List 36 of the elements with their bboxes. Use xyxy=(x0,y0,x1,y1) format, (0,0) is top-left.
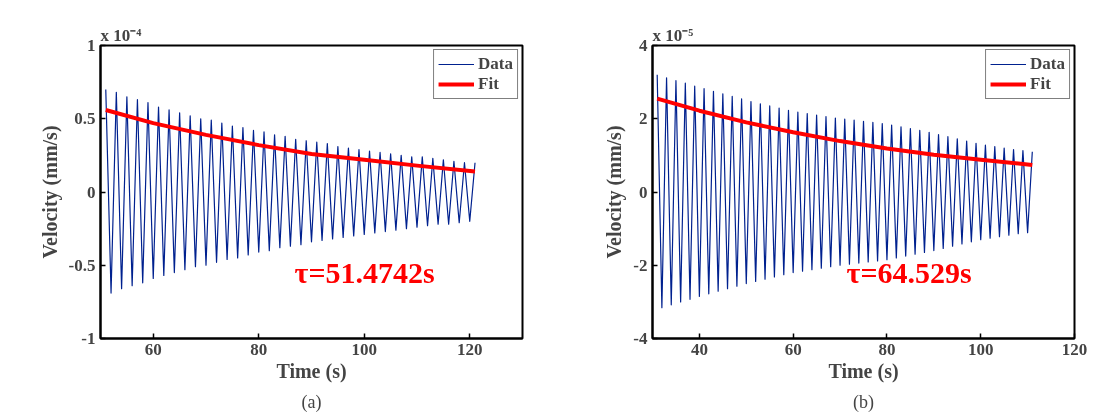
annotation: τ=64.529s xyxy=(846,255,972,289)
line-series xyxy=(103,107,478,174)
text: x 10⁻⁵ xyxy=(652,25,694,45)
legend-label: Data xyxy=(478,54,513,74)
x-tick-label: 120 xyxy=(1061,339,1088,359)
y-tick-label: -1 xyxy=(81,329,96,348)
x-tick-label: 40 xyxy=(690,339,708,359)
y-tick-label: -2 xyxy=(633,255,648,275)
y-axis-title: Velocity (mm/s) xyxy=(603,125,627,259)
line-series xyxy=(105,88,476,294)
text: (b) xyxy=(853,391,875,413)
x-tick-label: 80 xyxy=(878,339,896,359)
y-tick-label: -0.5 xyxy=(68,255,96,275)
y-tick-label: 0 xyxy=(87,182,96,202)
x-tick-label: 60 xyxy=(144,339,162,359)
x-tick-label: 100 xyxy=(967,339,994,359)
legend-label: Data xyxy=(1030,54,1065,74)
y-tick-label: 0 xyxy=(639,182,648,202)
annotation: τ=51.4742s xyxy=(294,255,435,289)
x-tick-label: 60 xyxy=(784,339,802,359)
text: x 10⁻⁴ xyxy=(100,25,142,45)
legend-label: Fit xyxy=(1030,74,1051,94)
y-tick-label: 0.5 xyxy=(74,109,96,129)
legend-label: Fit xyxy=(478,74,499,94)
y-axis-title: Velocity (mm/s) xyxy=(38,125,62,259)
y-tick-label: 1 xyxy=(87,36,96,55)
y-tick-label: -4 xyxy=(633,329,648,348)
x-axis-title: Time (s) xyxy=(828,359,899,383)
x-tick-label: 100 xyxy=(351,339,377,359)
line-series xyxy=(655,96,1035,167)
y-tick-label: 2 xyxy=(639,109,648,129)
x-tick-label: 120 xyxy=(457,339,483,359)
y-tick-label: 4 xyxy=(639,36,648,55)
x-axis-title: Time (s) xyxy=(276,359,347,383)
text: (a) xyxy=(301,391,322,413)
x-tick-label: 80 xyxy=(250,339,268,359)
